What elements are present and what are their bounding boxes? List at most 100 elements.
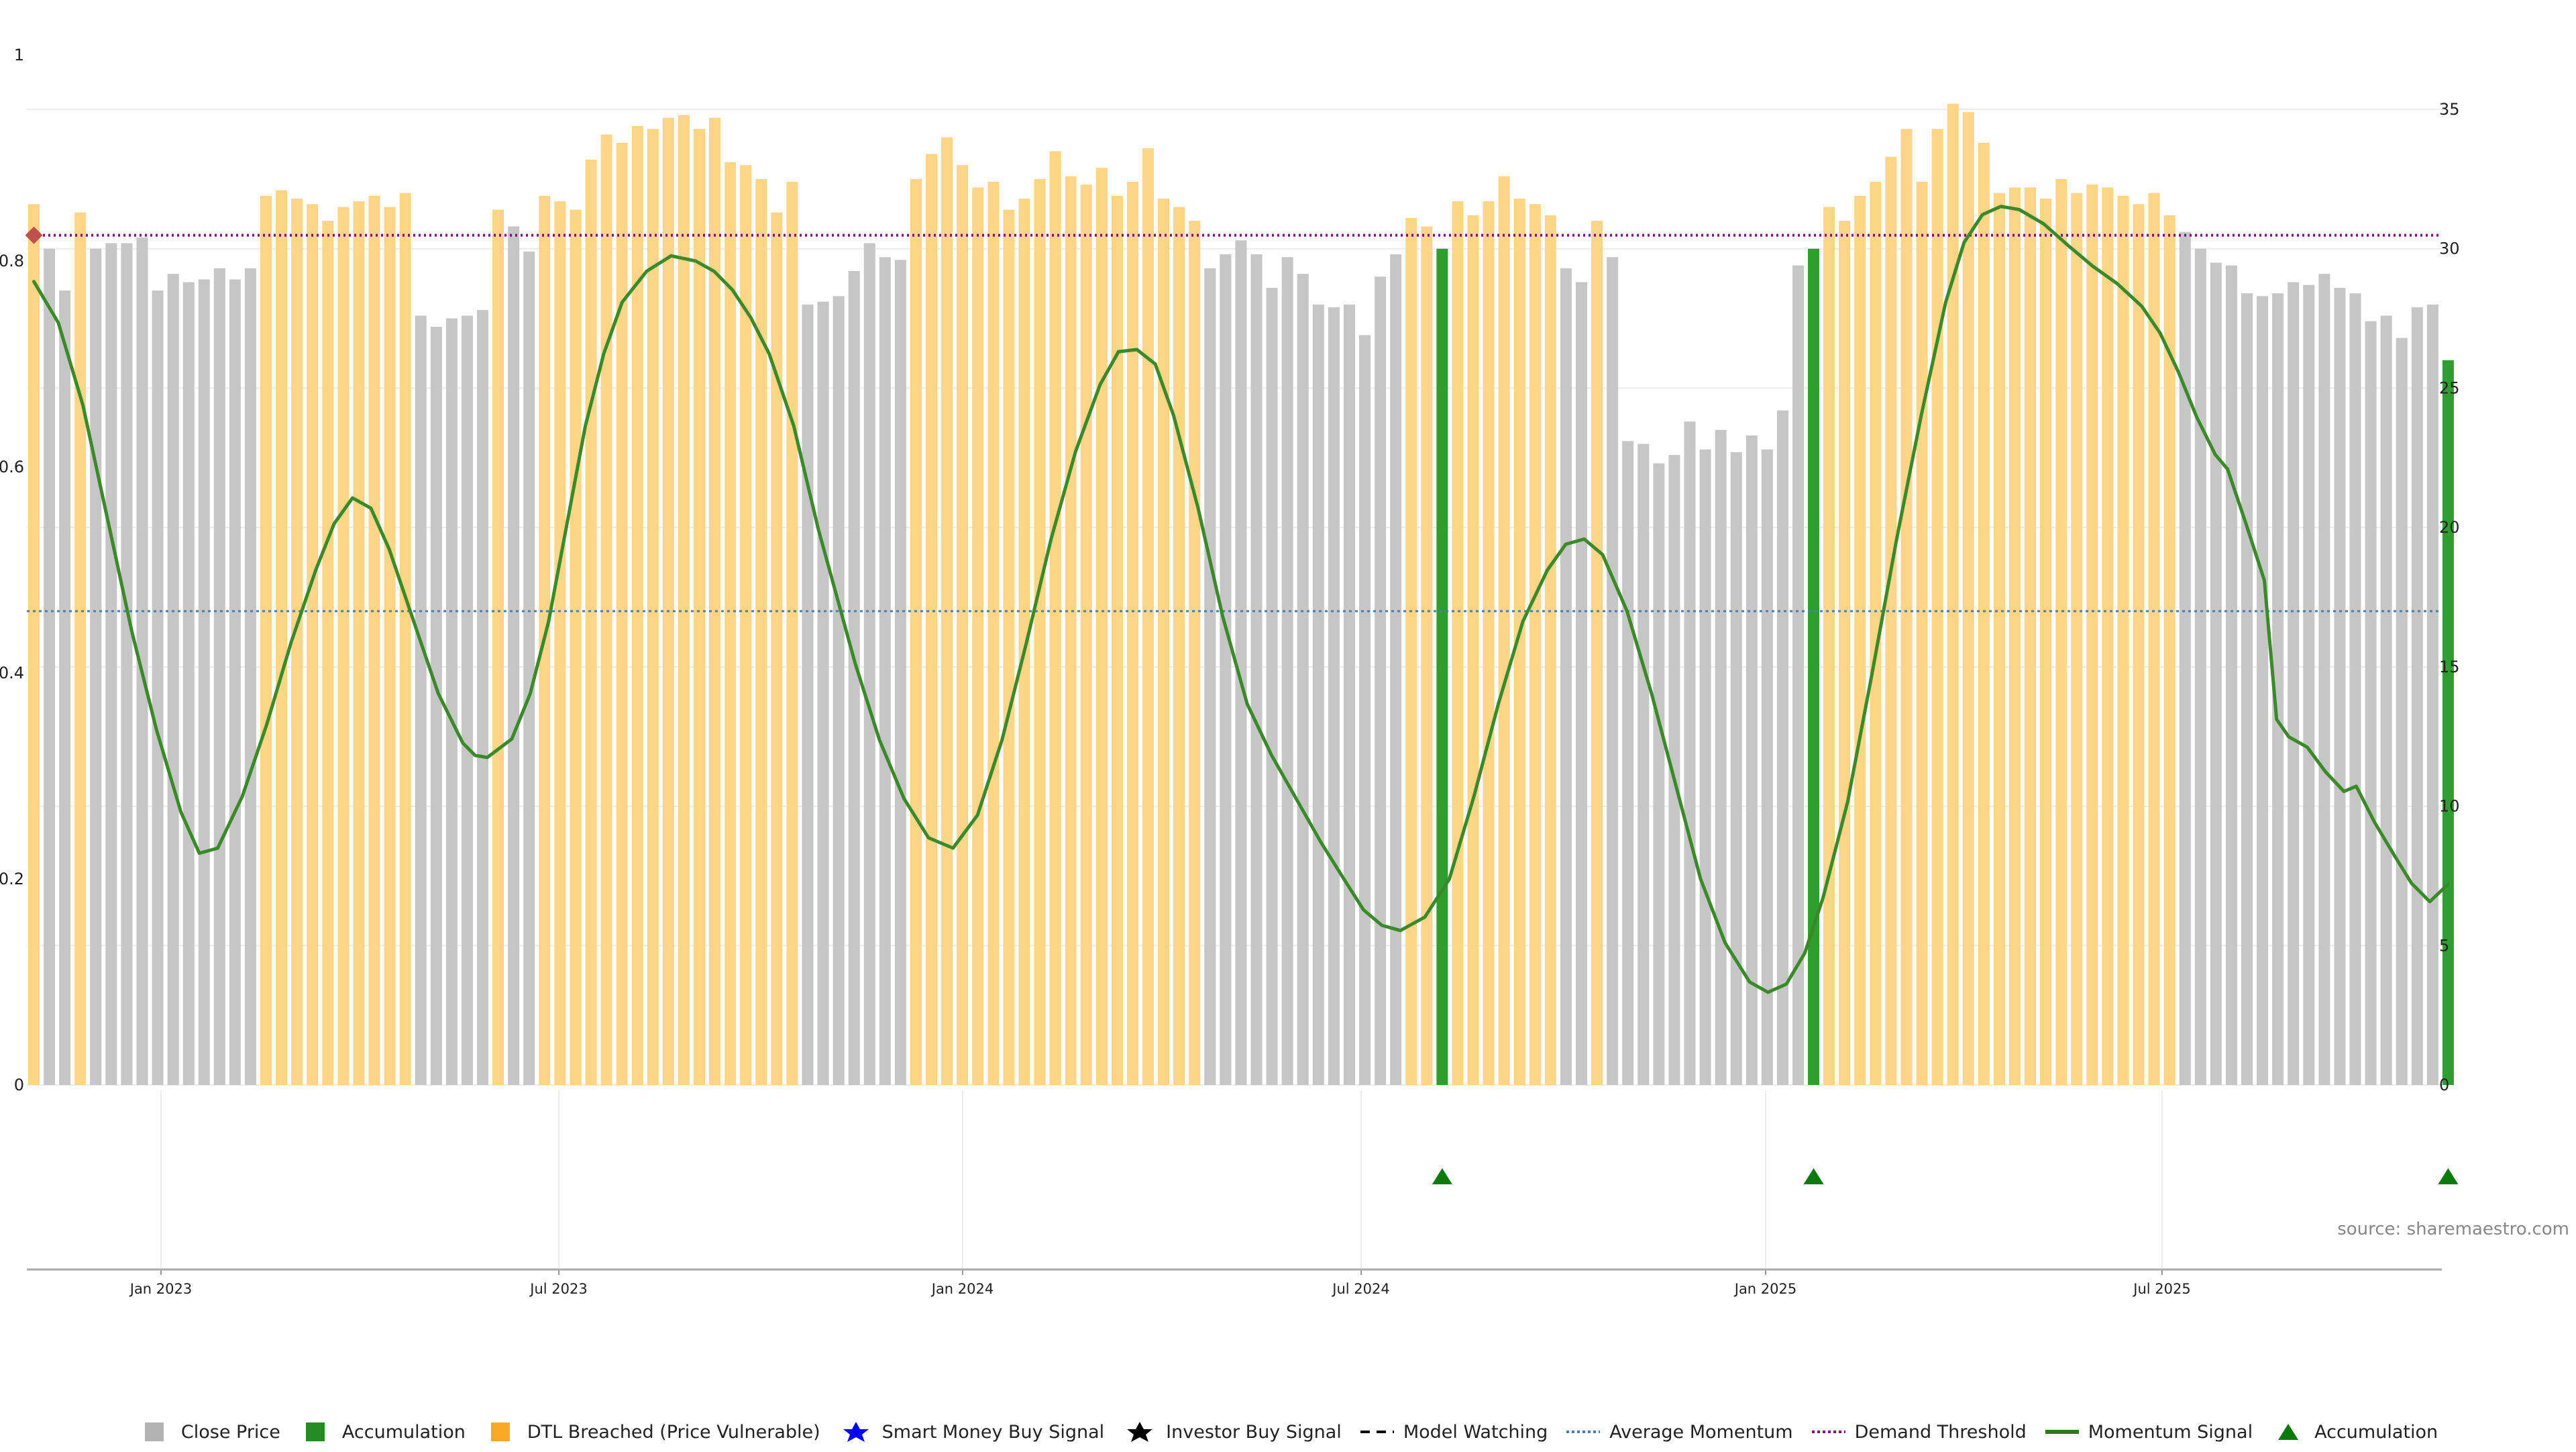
bar-10 <box>182 282 195 1086</box>
bar-135 <box>2117 195 2129 1086</box>
bar-137 <box>2148 193 2160 1086</box>
bar-99 <box>1560 268 1572 1085</box>
bar-19 <box>322 221 334 1086</box>
bar-81 <box>1281 257 1293 1086</box>
bar-49 <box>786 182 798 1085</box>
bar-86 <box>1359 335 1371 1086</box>
bar-129 <box>2025 187 2037 1085</box>
bar-11 <box>198 279 210 1086</box>
bar-74 <box>1173 207 1185 1085</box>
bar-92 <box>1452 201 1464 1085</box>
bar-31 <box>508 226 520 1086</box>
dotted-icon <box>1811 1422 1845 1442</box>
legend-label: DTL Breached (Price Vulnerable) <box>527 1421 820 1443</box>
legend-item: Accumulation <box>2271 1422 2438 1443</box>
legend-item: Momentum Signal <box>2045 1422 2253 1443</box>
bar-52 <box>833 296 845 1085</box>
bar-100 <box>1576 282 1587 1086</box>
bar-30 <box>492 209 504 1085</box>
bar-22 <box>368 195 380 1086</box>
bar-44 <box>709 117 721 1085</box>
right-axis-tick: 10 <box>2439 797 2460 816</box>
bar-73 <box>1158 198 1170 1085</box>
bar-95 <box>1498 176 1510 1085</box>
bar-130 <box>2040 198 2052 1085</box>
bar-8 <box>152 291 164 1085</box>
bar-131 <box>2055 178 2068 1085</box>
bar-152 <box>2380 315 2392 1086</box>
bar-148 <box>2318 274 2330 1086</box>
bar-53 <box>848 270 860 1085</box>
bar-54 <box>863 243 875 1085</box>
bar-156 <box>2442 360 2454 1085</box>
bar-146 <box>2288 282 2300 1086</box>
bar-90 <box>1421 226 1433 1086</box>
bar-139 <box>2179 231 2191 1085</box>
bar-82 <box>1297 274 1309 1086</box>
bar-68 <box>1080 185 1092 1085</box>
star-icon <box>1123 1422 1157 1442</box>
bar-127 <box>1993 193 2005 1086</box>
bar-115 <box>1808 248 1820 1085</box>
bar-15 <box>260 195 272 1086</box>
x-axis-tick: Jan 2023 <box>129 1281 193 1297</box>
bar-117 <box>1839 221 1851 1086</box>
momentum-signal-line <box>32 205 2450 994</box>
bar-91 <box>1436 248 1448 1085</box>
x-axis-tick: Jan 2025 <box>1733 1281 1797 1297</box>
bar-85 <box>1343 304 1355 1085</box>
bar-108 <box>1699 449 1711 1085</box>
bar-150 <box>2349 293 2361 1085</box>
square-icon <box>138 1422 172 1442</box>
momentum-series <box>25 205 2450 994</box>
legend-item: Investor Buy Signal <box>1123 1422 1342 1443</box>
bar-70 <box>1111 195 1123 1086</box>
bar-101 <box>1591 221 1603 1086</box>
bar-20 <box>337 207 350 1085</box>
bar-42 <box>678 115 690 1085</box>
bar-4 <box>90 248 102 1085</box>
bar-43 <box>694 129 706 1086</box>
bar-78 <box>1235 240 1247 1085</box>
legend-label: Accumulation <box>2314 1421 2438 1443</box>
bar-93 <box>1467 215 1479 1086</box>
bar-14 <box>244 268 256 1085</box>
bar-39 <box>631 125 643 1085</box>
bar-149 <box>2334 287 2346 1086</box>
bar-114 <box>1792 265 1804 1085</box>
bar-116 <box>1823 207 1835 1085</box>
bar-32 <box>523 251 535 1086</box>
bar-72 <box>1142 148 1155 1085</box>
bar-88 <box>1390 254 1402 1086</box>
left-axis-tick: 0.6 <box>0 458 24 476</box>
bar-55 <box>879 257 891 1086</box>
line-icon <box>2045 1422 2079 1442</box>
x-axis-tick: Jan 2024 <box>930 1281 994 1297</box>
right-axis-tick: 0 <box>2439 1076 2449 1094</box>
bar-64 <box>1018 198 1030 1085</box>
bar-151 <box>2365 321 2377 1085</box>
right-axis-tick: 30 <box>2439 240 2460 258</box>
accumulation-triangle <box>1432 1168 1452 1184</box>
bar-153 <box>2396 338 2408 1086</box>
bar-121 <box>1900 129 1913 1086</box>
bar-65 <box>1034 178 1046 1085</box>
left-axis-tick: 0.4 <box>0 664 24 682</box>
bar-126 <box>1978 142 1990 1085</box>
bar-56 <box>894 260 906 1085</box>
bar-110 <box>1730 452 1742 1085</box>
right-axis-tick: 25 <box>2439 378 2460 397</box>
legend-item: Model Watching <box>1360 1422 1548 1443</box>
bar-28 <box>461 315 473 1086</box>
bar-2 <box>59 291 71 1085</box>
triangle-icon <box>2271 1422 2305 1442</box>
square-icon <box>299 1422 333 1442</box>
left-axis-tick: 0 <box>14 1076 24 1094</box>
bar-26 <box>430 327 442 1085</box>
legend-label: Accumulation <box>341 1421 466 1443</box>
legend-label: Demand Threshold <box>1854 1421 2027 1443</box>
bar-6 <box>121 243 133 1085</box>
bar-0 <box>28 204 40 1085</box>
